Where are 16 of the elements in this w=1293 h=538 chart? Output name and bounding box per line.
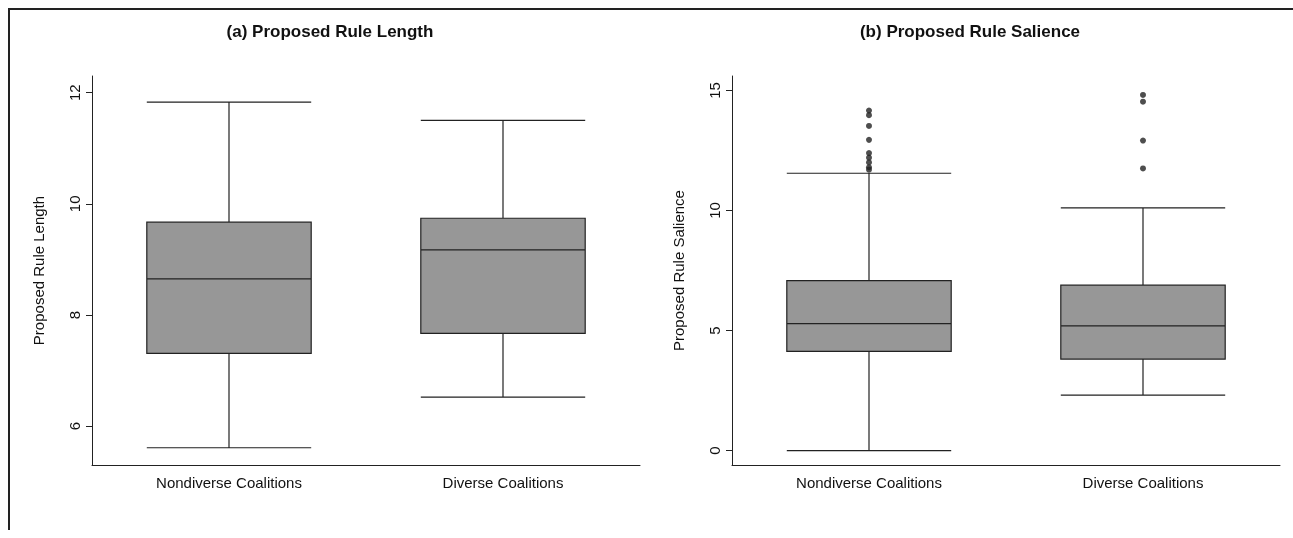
- x-tick-label: Nondiverse Coalitions: [156, 474, 302, 491]
- x-tick-label: Nondiverse Coalitions: [796, 474, 942, 491]
- y-tick-label: 5: [706, 326, 723, 335]
- y-axis-title: Proposed Rule Salience: [670, 190, 687, 351]
- y-tick-label: 10: [706, 202, 723, 219]
- y-tick-label: 8: [66, 310, 83, 320]
- x-tick-label: Diverse Coalitions: [1082, 474, 1204, 491]
- y-tick-label: 12: [66, 84, 83, 102]
- y-tick-label: 0: [706, 446, 723, 455]
- x-tick-label: Diverse Coalitions: [442, 474, 564, 491]
- y-axis-title: Proposed Rule Length: [30, 195, 47, 346]
- y-tick-label: 10: [66, 195, 83, 213]
- chart-title: (b) Proposed Rule Salience: [859, 22, 1081, 41]
- chart-title: (a) Proposed Rule Length: [226, 22, 434, 41]
- y-tick-label: 15: [706, 82, 723, 99]
- y-tick-label: 6: [66, 421, 83, 431]
